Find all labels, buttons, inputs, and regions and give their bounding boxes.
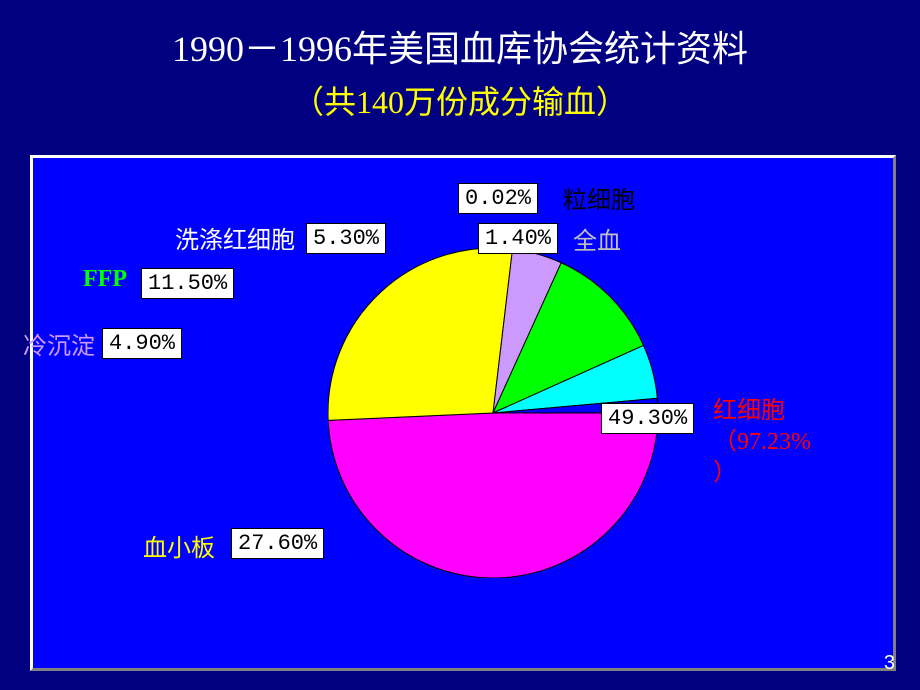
value-cryo: 4.90% <box>102 328 182 359</box>
value-rbc: 49.30% <box>601 403 694 434</box>
label-platelet: 血小板 <box>143 528 215 563</box>
value-platelet: 27.60% <box>231 528 324 559</box>
label-rbc: 红细胞 <box>713 398 785 424</box>
label-cryo: 冷沉淀 <box>23 326 95 361</box>
value-ffp: 11.50% <box>141 268 234 299</box>
value-granulocyte: 0.02% <box>458 183 538 214</box>
title-line-1: 1990－1996年美国血库协会统计资料 <box>0 20 920 72</box>
value-whole-blood: 1.40% <box>478 223 558 254</box>
slice-platelet <box>328 248 512 420</box>
annotation-pct-line1: （97.23% <box>713 429 811 455</box>
label-granulocyte: 粒细胞 <box>563 180 635 215</box>
rbc-annotation: 红细胞 （97.23% ） <box>713 396 811 490</box>
slide-title: 1990－1996年美国血库协会统计资料 （共140万份成分输血） <box>0 0 920 123</box>
label-washed-rbc: 洗涤红细胞 <box>175 220 295 255</box>
page-number: 3 <box>884 652 895 675</box>
label-ffp: FFP <box>83 266 127 293</box>
label-whole-blood: 全血 <box>573 221 621 256</box>
value-washed-rbc: 5.30% <box>306 223 386 254</box>
chart-panel: 0.02% 1.40% 5.30% 11.50% 4.90% 27.60% 49… <box>30 155 896 671</box>
slice-rbc <box>328 413 658 578</box>
title-line-2: （共140万份成分输血） <box>0 77 920 123</box>
annotation-pct-line2: ） <box>713 460 737 486</box>
